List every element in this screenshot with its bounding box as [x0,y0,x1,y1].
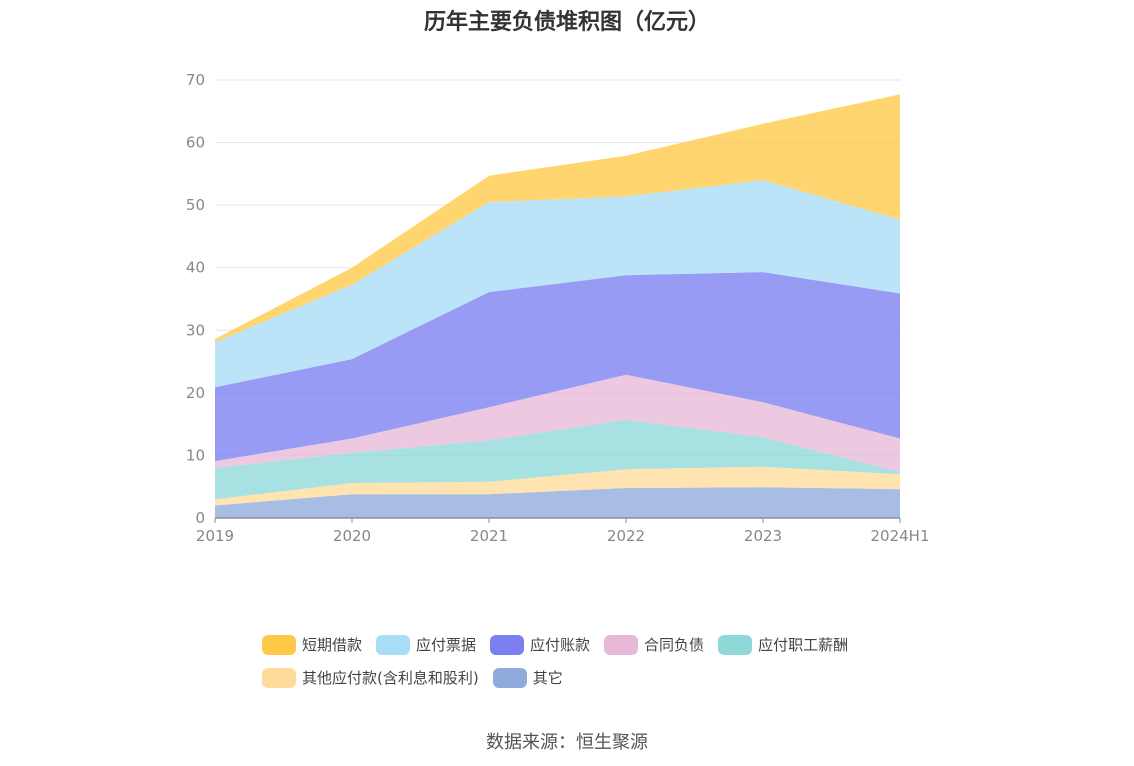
x-tick-label: 2020 [333,527,371,545]
legend-swatch [718,634,753,655]
legend-item[interactable]: 应付职工薪酬 [718,634,848,655]
area-series [215,272,900,462]
legend-label: 应付票据 [416,636,477,654]
area-series [215,374,900,473]
chart-title: 历年主要负债堆积图（亿元） [423,10,710,35]
legend-item[interactable]: 其他应付款(含利息和股利) [262,667,479,688]
y-tick-label: 0 [195,509,205,527]
x-tick-label: 2021 [470,527,508,545]
area-series [215,487,900,518]
legend-swatch [262,667,296,688]
legend-swatch [262,634,296,655]
x-tick-label: 2022 [607,527,645,545]
legend-label: 应付职工薪酬 [758,636,849,654]
area-series [215,180,900,388]
y-tick-label: 20 [186,384,205,402]
legend-label: 短期借款 [302,636,363,654]
data-source-note: 数据来源：恒生聚源 [486,732,648,753]
legend-swatch [604,634,639,655]
legend-label: 其它 [532,669,563,687]
legend-swatch [376,634,411,655]
area-series [215,94,900,343]
y-tick-label: 40 [186,259,205,277]
legend-item[interactable]: 应付票据 [376,634,476,655]
legend-item[interactable]: 短期借款 [262,634,362,655]
x-tick-label: 2024H1 [871,527,930,545]
legend-item[interactable]: 应付账款 [490,634,590,655]
legend-item[interactable]: 其它 [492,667,563,688]
x-tick-label: 2023 [744,527,782,545]
legend-label: 应付账款 [530,636,591,654]
legend-item[interactable]: 合同负债 [604,634,704,655]
area-series [215,466,900,506]
legend-row: 短期借款 应付票据 应付账款 合同负债 应付职工薪酬 [262,628,942,661]
legend-swatch [490,634,525,655]
legend-swatch [492,667,527,688]
area-series [215,419,900,500]
stacked-area-chart: 0 10 20 30 40 50 60 70 2019 2020 2021 2022 2023 2024H… [186,71,930,545]
y-tick-label: 70 [186,71,205,89]
legend-label: 合同负债 [644,636,705,654]
legend-label: 其他应付款(含利息和股利) [302,669,479,687]
y-tick-label: 30 [186,321,205,339]
y-tick-label: 50 [186,196,205,214]
y-tick-label: 60 [186,134,205,152]
y-tick-label: 10 [186,446,205,464]
x-tick-label: 2019 [196,527,234,545]
chart-legend: 短期借款 应付票据 应付账款 合同负债 应付职工薪酬 其他应付款(含利息和股利) 其它 [262,628,942,694]
legend-row: 其他应付款(含利息和股利) 其它 [262,661,942,694]
